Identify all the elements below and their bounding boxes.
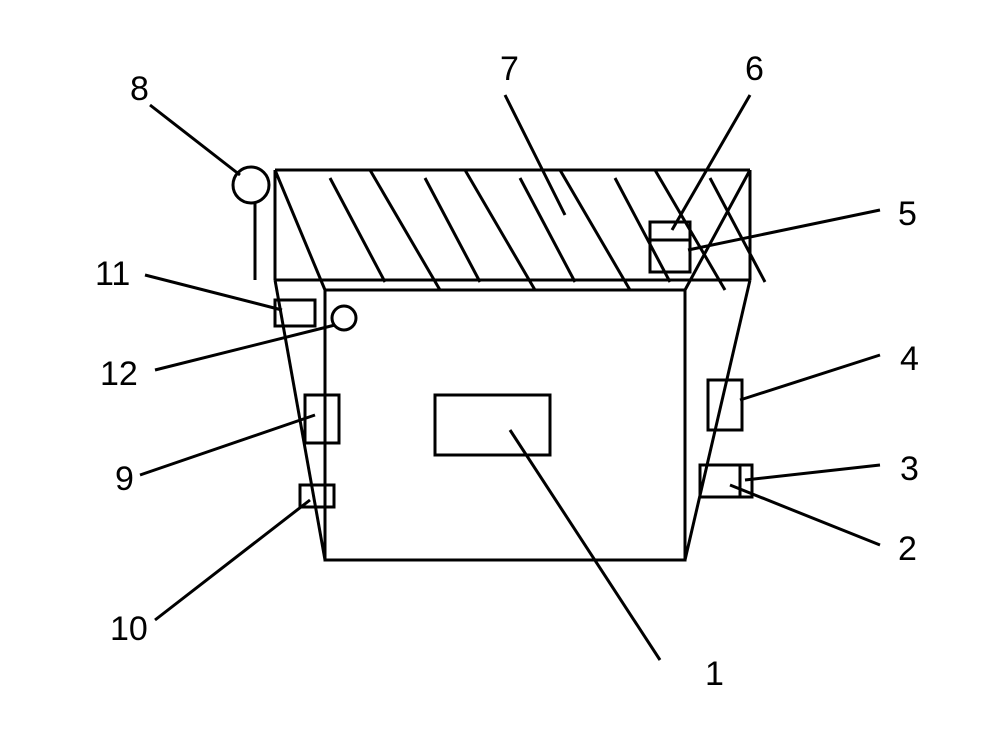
label-8: 8 <box>130 70 149 108</box>
box-front-face <box>325 290 685 560</box>
leader-l7 <box>505 95 565 215</box>
top-hatch-3 <box>615 178 670 282</box>
leader-l9 <box>140 415 315 475</box>
box-edge-br <box>685 280 750 560</box>
top-hatch-1 <box>425 178 480 282</box>
leader-l12 <box>155 325 335 370</box>
leader-l6 <box>672 95 750 230</box>
top-hatch-0 <box>330 178 385 282</box>
label-4: 4 <box>900 340 919 378</box>
label-3: 3 <box>900 450 919 488</box>
label-12: 12 <box>100 355 138 393</box>
label-5: 5 <box>898 195 917 233</box>
part-12 <box>332 306 356 330</box>
label-6: 6 <box>745 50 764 88</box>
part-5 <box>650 222 690 272</box>
label-2: 2 <box>898 530 917 568</box>
part-1 <box>435 395 550 455</box>
label-11: 11 <box>95 255 130 293</box>
part-9 <box>305 395 339 443</box>
technical-diagram: 123456789101112 <box>0 0 1000 749</box>
leader-l11 <box>145 275 282 310</box>
leader-l10 <box>155 500 310 620</box>
box-edge-tl <box>275 170 325 290</box>
leader-l3 <box>745 465 880 480</box>
label-10: 10 <box>110 610 148 648</box>
top-hatch-2 <box>520 178 575 282</box>
label-7: 7 <box>500 50 519 88</box>
leader-l2 <box>730 485 880 545</box>
leader-l8 <box>150 105 240 175</box>
leader-l1 <box>510 430 660 660</box>
label-9: 9 <box>115 460 134 498</box>
label-1: 1 <box>705 655 724 693</box>
leader-l4 <box>740 355 880 400</box>
